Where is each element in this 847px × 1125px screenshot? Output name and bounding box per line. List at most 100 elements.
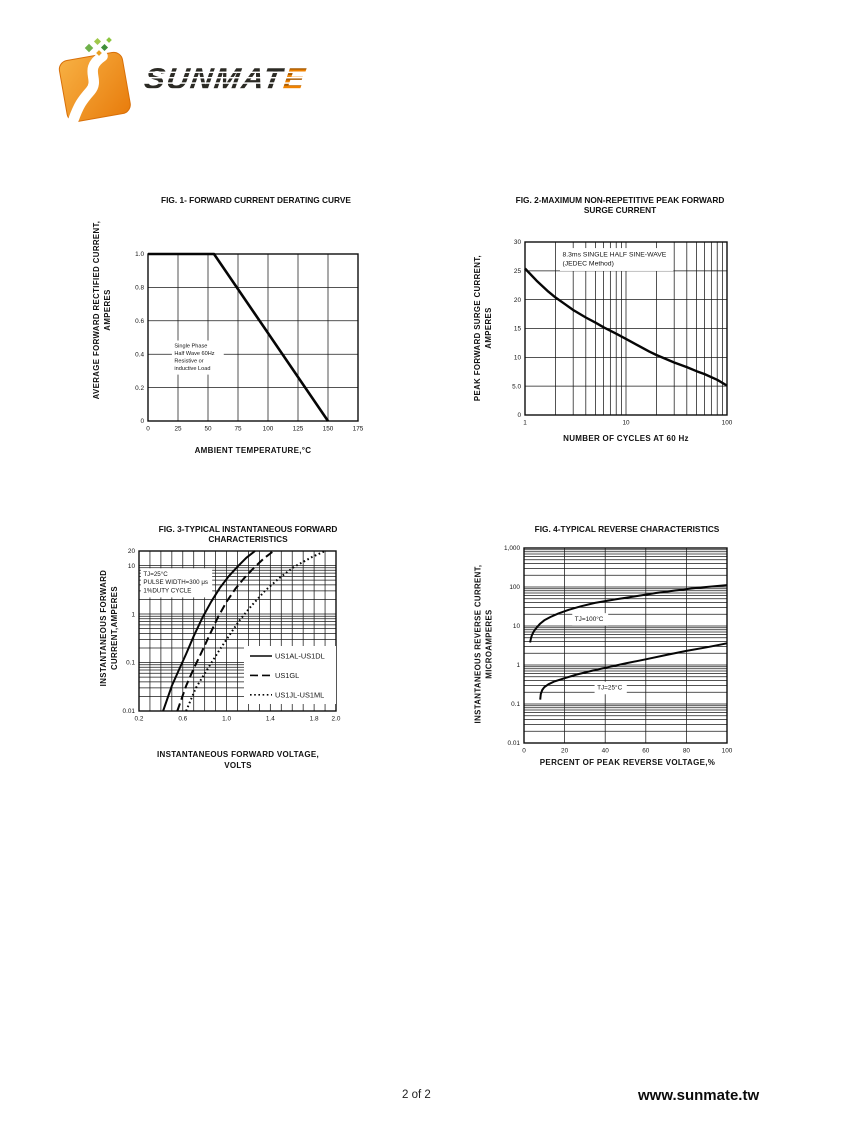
footer-website: www.sunmate.tw <box>638 1087 760 1104</box>
logo: SUNMATE <box>50 36 330 126</box>
fig4-y-axis-label: INSTANTANEOUS REVERSE CURRENT, MICROAMPE… <box>473 564 494 724</box>
series-US1AL-US1DL <box>162 550 256 712</box>
svg-text:0.01: 0.01 <box>508 740 521 747</box>
svg-text:10: 10 <box>128 563 136 570</box>
svg-text:20: 20 <box>561 748 569 755</box>
svg-text:0: 0 <box>517 412 521 419</box>
svg-text:US1GL: US1GL <box>275 671 299 680</box>
fig4-x-axis-label: PERCENT OF PEAK REVERSE VOLTAGE,% <box>539 758 716 767</box>
svg-text:10: 10 <box>622 420 630 427</box>
svg-text:100: 100 <box>722 748 733 755</box>
svg-text:0: 0 <box>522 748 526 755</box>
plot-border <box>524 241 728 416</box>
fig1-x-axis-label: AMBIENT TEMPERATURE,°C <box>194 446 312 455</box>
svg-text:0.6: 0.6 <box>135 318 144 325</box>
logo-wordmark-accent: E <box>281 61 309 96</box>
y-tick-labels: 0.01 0.1 1 10 20 <box>123 548 136 715</box>
svg-text:1.0: 1.0 <box>222 716 231 723</box>
svg-text:125: 125 <box>293 426 304 433</box>
fig3-x-axis-label: INSTANTANEOUS FORWARD VOLTAGE, VOLTS <box>156 750 320 770</box>
svg-text:1.8: 1.8 <box>310 716 319 723</box>
svg-text:1%DUTY CYCLE: 1%DUTY CYCLE <box>143 587 191 594</box>
svg-text:150: 150 <box>323 426 334 433</box>
svg-text:inductive Load: inductive Load <box>174 366 210 372</box>
logo-wordmark-main: SUNMAT <box>142 61 287 96</box>
grid <box>147 253 359 422</box>
svg-text:40: 40 <box>602 748 610 755</box>
svg-text:0.2: 0.2 <box>135 716 144 723</box>
svg-text:TJ=100°C: TJ=100°C <box>575 615 604 623</box>
fig3-title: FIG. 3-TYPICAL INSTANTANEOUS FORWARD CHA… <box>158 524 338 544</box>
svg-text:20: 20 <box>128 548 136 555</box>
svg-text:80: 80 <box>683 748 691 755</box>
svg-text:20: 20 <box>514 297 522 304</box>
svg-text:60: 60 <box>642 748 650 755</box>
fig2-title: FIG. 2-MAXIMUM NON-REPETITIVE PEAK FORWA… <box>515 195 725 215</box>
fig3-chart: 0.2 0.6 1.0 1.4 1.8 2.0 0.01 0.1 1 10 20 TJ=25°CPUL… <box>123 548 341 723</box>
logo-road <box>68 50 108 126</box>
svg-text:1: 1 <box>523 420 527 427</box>
x-tick-labels: 0 20 40 60 80 100 <box>522 748 733 755</box>
svg-text:15: 15 <box>514 326 522 333</box>
footer-page-number: 2 of 2 <box>402 1089 431 1101</box>
series-forward-current-derating <box>148 252 330 422</box>
series-TJ=25°C <box>539 642 728 700</box>
svg-text:1.4: 1.4 <box>266 716 275 723</box>
svg-text:PULSE WIDTH=300 μs: PULSE WIDTH=300 μs <box>143 579 208 586</box>
svg-text:25: 25 <box>174 426 182 433</box>
logo-tile <box>58 50 131 126</box>
svg-text:30: 30 <box>514 239 522 246</box>
svg-text:0: 0 <box>140 418 144 425</box>
svg-text:TJ=25°C: TJ=25°C <box>597 684 622 692</box>
x-tick-labels: 1 10 100 <box>523 420 733 427</box>
series-US1JL-US1ML <box>185 550 326 712</box>
y-tick-labels: 0.01 0.1 1 10 100 1,000 <box>504 545 520 747</box>
y-tick-labels: 0 0.2 0.4 0.6 0.8 1.0 <box>135 251 144 425</box>
series-peak-forward-surge-current <box>524 267 728 387</box>
fig4-chart: 0 20 40 60 80 100 0.01 0.1 1 10 100 1,000 TJ=100°C TJ… <box>504 545 733 755</box>
svg-text:2.0: 2.0 <box>332 716 341 723</box>
svg-text:10: 10 <box>514 355 522 362</box>
plot-border <box>138 550 337 712</box>
svg-text:25: 25 <box>514 268 522 275</box>
fig2-y-axis-label: PEAK FORWARD SURGE CURRENT, AMPERES <box>473 254 493 402</box>
svg-text:Resistive or: Resistive or <box>174 358 203 364</box>
svg-text:1.0: 1.0 <box>135 251 144 258</box>
svg-text:100: 100 <box>722 420 733 427</box>
svg-text:Single Phase: Single Phase <box>174 344 207 350</box>
svg-text:1: 1 <box>516 662 520 669</box>
logo-wordmark: SUNMATE <box>142 62 308 96</box>
svg-text:1: 1 <box>131 611 135 618</box>
svg-text:0.4: 0.4 <box>135 351 144 358</box>
grid <box>523 547 728 744</box>
svg-text:TJ=25°C: TJ=25°C <box>143 571 168 578</box>
svg-text:75: 75 <box>234 426 242 433</box>
svg-text:0.8: 0.8 <box>135 285 144 292</box>
logo-mark <box>58 37 131 126</box>
x-tick-labels: 0.2 0.6 1.0 1.4 1.8 2.0 <box>135 716 341 723</box>
svg-text:175: 175 <box>353 426 364 433</box>
fig4-title: FIG. 4-TYPICAL REVERSE CHARACTERISTICS <box>534 524 720 534</box>
svg-text:0.01: 0.01 <box>123 708 136 715</box>
svg-text:0.2: 0.2 <box>135 385 144 392</box>
svg-text:0.1: 0.1 <box>126 660 135 667</box>
svg-text:100: 100 <box>263 426 274 433</box>
svg-text:US1AL-US1DL: US1AL-US1DL <box>275 652 325 661</box>
svg-text:5.0: 5.0 <box>512 383 521 390</box>
svg-text:0.1: 0.1 <box>511 701 520 708</box>
annotation: TJ=100°C <box>572 613 609 626</box>
plot-border <box>523 547 728 744</box>
fig1-title: FIG. 1- FORWARD CURRENT DERATING CURVE <box>161 195 351 205</box>
fig2-chart: 1 10 100 0 5.0 10 15 20 25 30 8.3ms SINGLE HALF SI… <box>512 239 733 427</box>
svg-text:Half Wave 60Hz: Half Wave 60Hz <box>174 351 214 357</box>
fig2-x-axis-label: NUMBER OF CYCLES AT 60 Hz <box>563 434 689 443</box>
svg-text:0: 0 <box>146 426 150 433</box>
fig1-chart: 0 25 50 75 100 125 150 175 0 0.2 0.4 0.6 0.8 1.0 Singl… <box>135 251 364 433</box>
svg-text:100: 100 <box>509 584 520 591</box>
series-US1GL <box>176 550 275 712</box>
y-tick-labels: 0 5.0 10 15 20 25 30 <box>512 239 521 419</box>
svg-text:50: 50 <box>204 426 212 433</box>
x-tick-labels: 0 25 50 75 100 125 150 175 <box>146 426 364 433</box>
